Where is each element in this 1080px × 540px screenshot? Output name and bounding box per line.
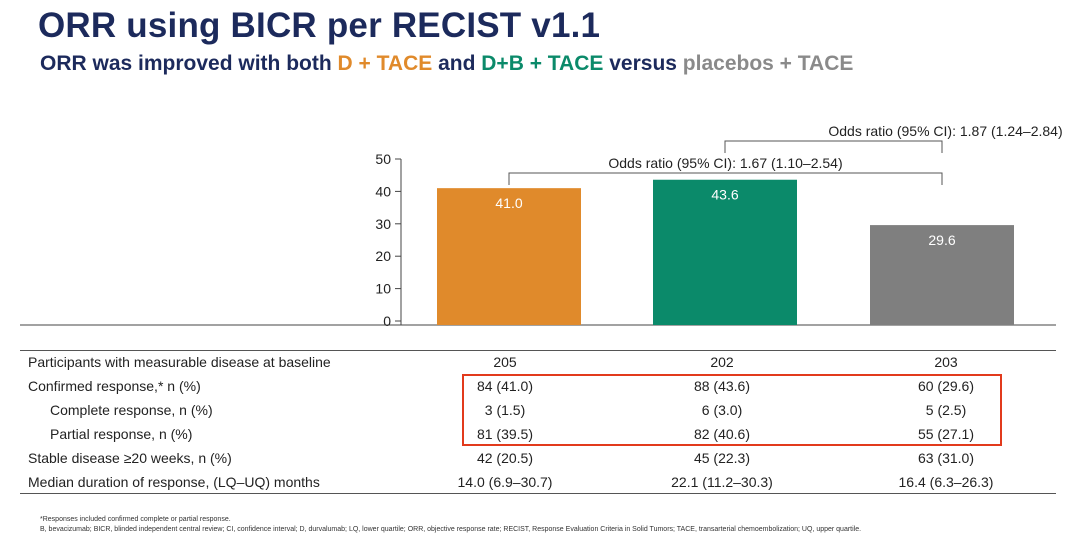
subtitle-versus: versus <box>603 52 683 75</box>
y-tick-label-30: 30 <box>375 216 391 232</box>
response-highlight-box <box>462 374 1002 446</box>
column-header-placebo: Placebos + TACE (n=205) <box>862 330 1031 346</box>
table-cell: 82 (40.6) <box>693 426 751 442</box>
table-cell: 55 (27.1) <box>917 426 975 442</box>
y-tick-label-10: 10 <box>375 281 391 297</box>
column-header-db-tace: D+B + TACE (n=204) <box>661 330 796 346</box>
table-row-label: Participants with measurable disease at … <box>28 354 331 370</box>
y-tick-label-50: 50 <box>375 151 391 167</box>
odds-ratio-bracket-0 <box>724 140 943 153</box>
bar-0 <box>437 188 581 325</box>
table-cell: 16.4 (6.3–26.3) <box>898 474 994 490</box>
footnote-abbreviations: B, bevacizumab; BICR, blinded independen… <box>40 526 862 533</box>
table-cell: 22.1 (11.2–30.3) <box>671 474 773 490</box>
table-cell: 5 (2.5) <box>925 402 967 418</box>
table-row-label: Stable disease ≥20 weeks, n (%) <box>28 450 232 466</box>
table-row-label: Confirmed response,* n (%) <box>28 378 201 394</box>
table-cell: 88 (43.6) <box>693 378 751 394</box>
page-subtitle: ORR was improved with both D + TACE and … <box>40 52 853 76</box>
odds-ratio-bracket-1 <box>508 172 943 185</box>
table-cell: 84 (41.0) <box>476 378 534 394</box>
table-cell: 63 (31.0) <box>917 450 975 466</box>
table-cell: 3 (1.5) <box>484 402 526 418</box>
column-header-d-tace: D + TACE (n=207) <box>453 330 571 346</box>
table-cell: 45 (22.3) <box>693 450 751 466</box>
bar-value-label-2: 29.6 <box>928 232 955 248</box>
y-tick-label-20: 20 <box>375 248 391 264</box>
table-cell: 202 <box>710 354 734 370</box>
table-row-label: Complete response, n (%) <box>50 402 213 418</box>
subtitle-placebo: placebos + TACE <box>682 52 854 75</box>
table-cell: 14.0 (6.9–30.7) <box>457 474 553 490</box>
table-cell: 81 (39.5) <box>476 426 534 442</box>
subtitle-and: and <box>432 52 482 75</box>
bar-1 <box>653 179 797 325</box>
table-bottom-rule <box>20 493 1056 494</box>
odds-ratio-label-0: Odds ratio (95% CI): 1.87 (1.24–2.84) <box>828 123 1062 139</box>
y-tick-label-40: 40 <box>375 183 391 199</box>
table-cell: 205 <box>493 354 517 370</box>
odds-ratio-label-1: Odds ratio (95% CI): 1.67 (1.10–2.54) <box>608 155 842 171</box>
table-cell: 6 (3.0) <box>701 402 743 418</box>
bar-value-label-0: 41.0 <box>495 195 522 211</box>
bar-value-label-1: 43.6 <box>711 187 738 203</box>
subtitle-d-tace: D + TACE <box>337 52 433 75</box>
table-cell: 203 <box>934 354 958 370</box>
y-tick-label-0: 0 <box>383 313 391 329</box>
subtitle-db-tace: D+B + TACE <box>481 52 604 75</box>
table-top-rule <box>20 350 1056 351</box>
table-cell: 42 (20.5) <box>476 450 534 466</box>
table-row-label: Median duration of response, (LQ–UQ) mon… <box>28 474 320 490</box>
bar-2 <box>870 225 1014 325</box>
page-title: ORR using BICR per RECIST v1.1 <box>38 6 601 45</box>
table-row-label: Partial response, n (%) <box>50 426 193 442</box>
subtitle-lead: ORR was improved with both <box>40 52 338 75</box>
table-cell: 60 (29.6) <box>917 378 975 394</box>
footnote-asterisk: *Responses included confirmed complete o… <box>40 516 231 523</box>
